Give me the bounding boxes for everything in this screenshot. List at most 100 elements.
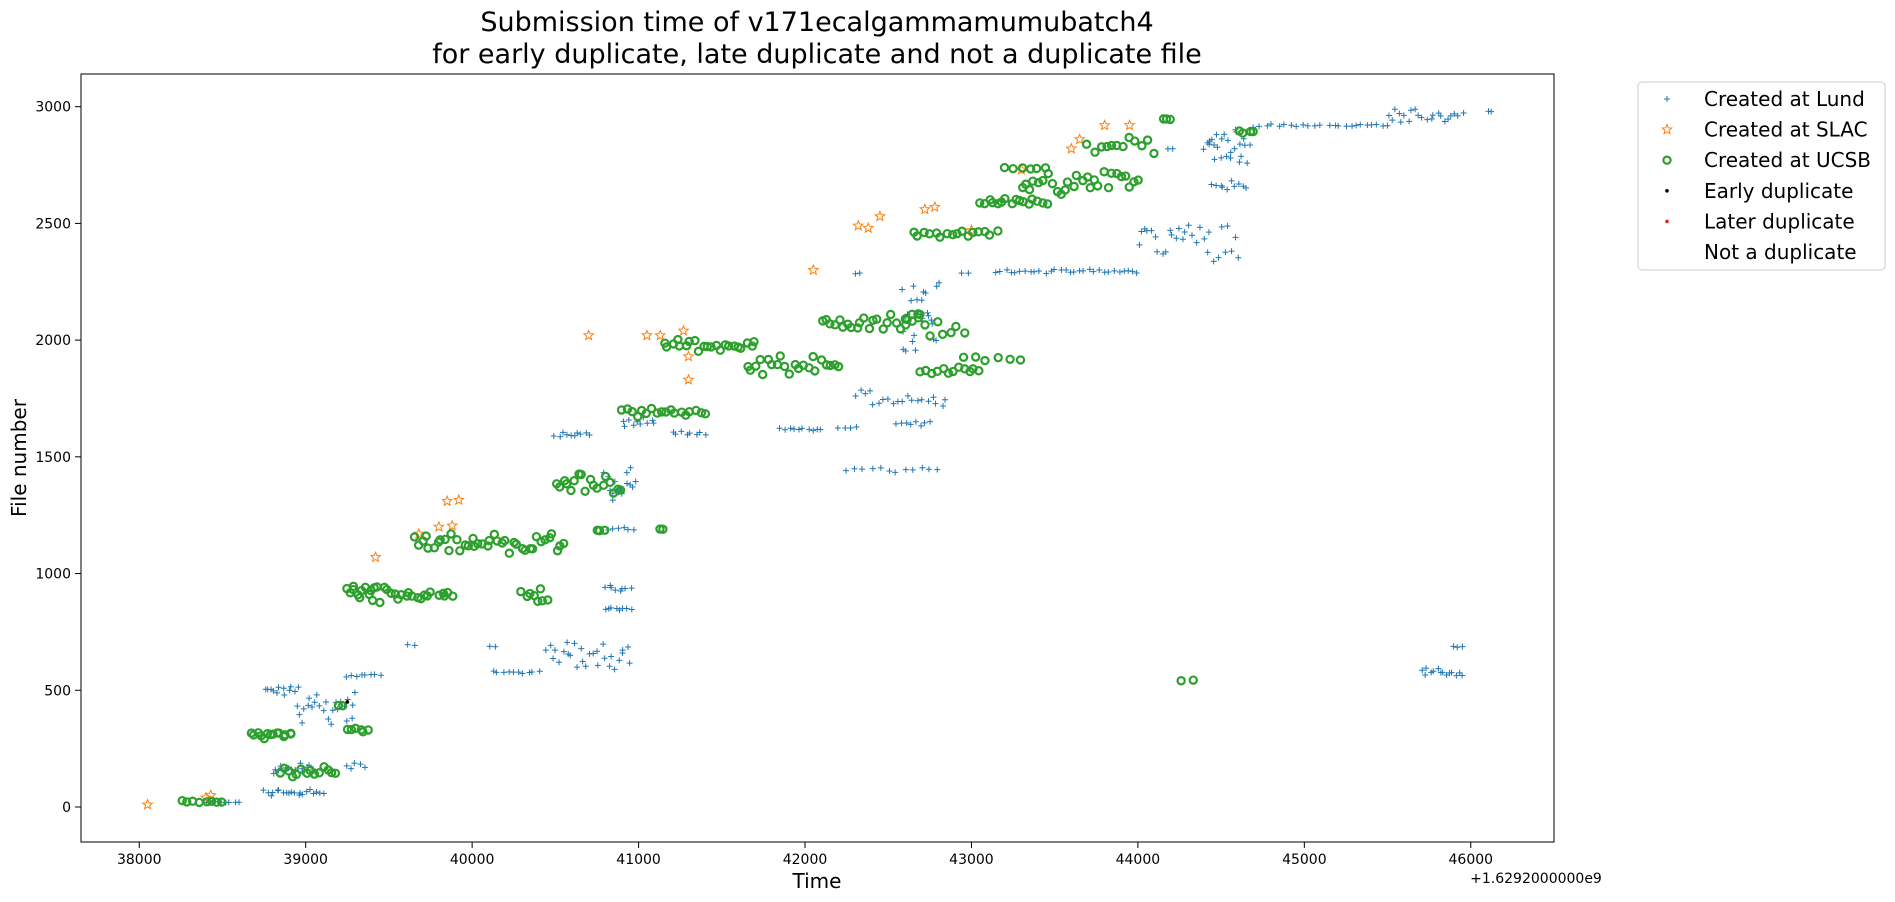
data-point bbox=[1062, 177, 1073, 187]
data-point bbox=[1205, 229, 1212, 236]
data-point bbox=[343, 762, 350, 769]
data-point bbox=[1090, 147, 1100, 157]
data-point bbox=[1335, 122, 1342, 129]
data-point bbox=[473, 539, 483, 549]
legend-marker bbox=[1665, 219, 1669, 224]
data-point bbox=[303, 788, 310, 795]
data-point bbox=[928, 317, 935, 324]
data-point bbox=[1448, 669, 1455, 676]
x-tick-label: 41000 bbox=[616, 852, 661, 868]
data-point bbox=[1267, 121, 1274, 128]
data-point bbox=[1400, 112, 1407, 119]
data-point bbox=[574, 429, 581, 436]
data-point bbox=[1218, 223, 1225, 230]
data-point bbox=[693, 346, 704, 357]
data-point bbox=[649, 417, 656, 424]
data-point bbox=[542, 647, 549, 654]
data-point bbox=[275, 787, 282, 794]
data-point bbox=[295, 684, 302, 691]
legend-marker bbox=[1660, 123, 1674, 135]
data-point bbox=[1073, 133, 1086, 145]
y-tick-label: 1000 bbox=[35, 567, 71, 583]
data-point bbox=[1016, 268, 1023, 275]
data-point bbox=[616, 657, 623, 664]
data-point bbox=[490, 668, 497, 675]
data-point bbox=[601, 655, 608, 662]
data-point bbox=[1142, 135, 1153, 145]
data-point bbox=[902, 348, 909, 355]
data-point bbox=[346, 724, 357, 735]
data-point bbox=[349, 715, 356, 722]
data-point bbox=[702, 431, 709, 438]
data-point bbox=[958, 352, 969, 362]
data-point bbox=[607, 604, 614, 611]
data-point bbox=[886, 468, 893, 475]
x-tick-label: 39000 bbox=[283, 852, 328, 868]
data-point bbox=[411, 642, 418, 649]
data-point bbox=[268, 729, 278, 739]
legend-box bbox=[1637, 81, 1886, 271]
data-point bbox=[975, 198, 985, 208]
data-point bbox=[772, 359, 783, 370]
data-point bbox=[274, 689, 281, 696]
data-point bbox=[1051, 266, 1058, 273]
data-point bbox=[363, 725, 373, 735]
data-point bbox=[602, 584, 609, 591]
data-point bbox=[1236, 141, 1243, 148]
data-point bbox=[937, 329, 948, 340]
data-point bbox=[757, 369, 768, 380]
data-point bbox=[446, 529, 456, 539]
data-point bbox=[980, 355, 990, 366]
data-point bbox=[182, 797, 192, 807]
data-point bbox=[992, 269, 999, 276]
y-tick-label: 2500 bbox=[35, 216, 71, 232]
data-point bbox=[908, 297, 915, 304]
data-point bbox=[1105, 268, 1112, 275]
data-point bbox=[583, 429, 590, 436]
data-point bbox=[965, 270, 972, 277]
data-point bbox=[842, 424, 849, 431]
data-point bbox=[605, 477, 615, 488]
data-point bbox=[834, 424, 841, 431]
data-point bbox=[632, 478, 639, 485]
data-point bbox=[1439, 669, 1446, 676]
data-point bbox=[280, 730, 290, 740]
data-point bbox=[1208, 136, 1215, 143]
legend: Created at Lund Created at SLAC Created at… bbox=[1637, 81, 1886, 271]
data-point bbox=[1125, 267, 1132, 274]
legend-marker bbox=[1664, 96, 1670, 102]
data-point bbox=[682, 350, 695, 362]
data-point bbox=[369, 550, 382, 563]
data-point bbox=[269, 789, 276, 796]
data-point bbox=[1373, 121, 1380, 128]
data-point bbox=[1080, 267, 1087, 274]
data-point bbox=[320, 707, 327, 714]
data-point bbox=[216, 797, 227, 807]
data-point bbox=[951, 321, 961, 332]
data-point bbox=[1389, 117, 1396, 124]
data-point bbox=[1450, 643, 1457, 650]
legend-marker bbox=[1662, 155, 1672, 165]
data-point bbox=[1227, 154, 1234, 161]
data-point bbox=[948, 366, 958, 377]
data-point bbox=[294, 703, 301, 710]
data-point bbox=[1102, 141, 1112, 152]
data-point bbox=[935, 232, 945, 242]
data-point bbox=[463, 541, 474, 551]
data-point bbox=[328, 721, 335, 728]
data-point bbox=[310, 790, 317, 797]
data-point bbox=[918, 422, 925, 429]
data-point bbox=[658, 524, 668, 534]
data-point bbox=[623, 605, 630, 612]
x-tick-label: 38000 bbox=[117, 852, 162, 868]
data-point bbox=[1454, 644, 1461, 651]
data-point bbox=[925, 398, 932, 405]
data-point bbox=[920, 320, 930, 330]
data-point bbox=[1118, 141, 1128, 152]
data-point bbox=[1162, 248, 1169, 255]
data-point bbox=[621, 524, 628, 531]
data-point bbox=[904, 392, 911, 399]
data-point bbox=[274, 787, 281, 794]
data-point bbox=[908, 397, 915, 404]
data-point bbox=[1063, 267, 1070, 274]
